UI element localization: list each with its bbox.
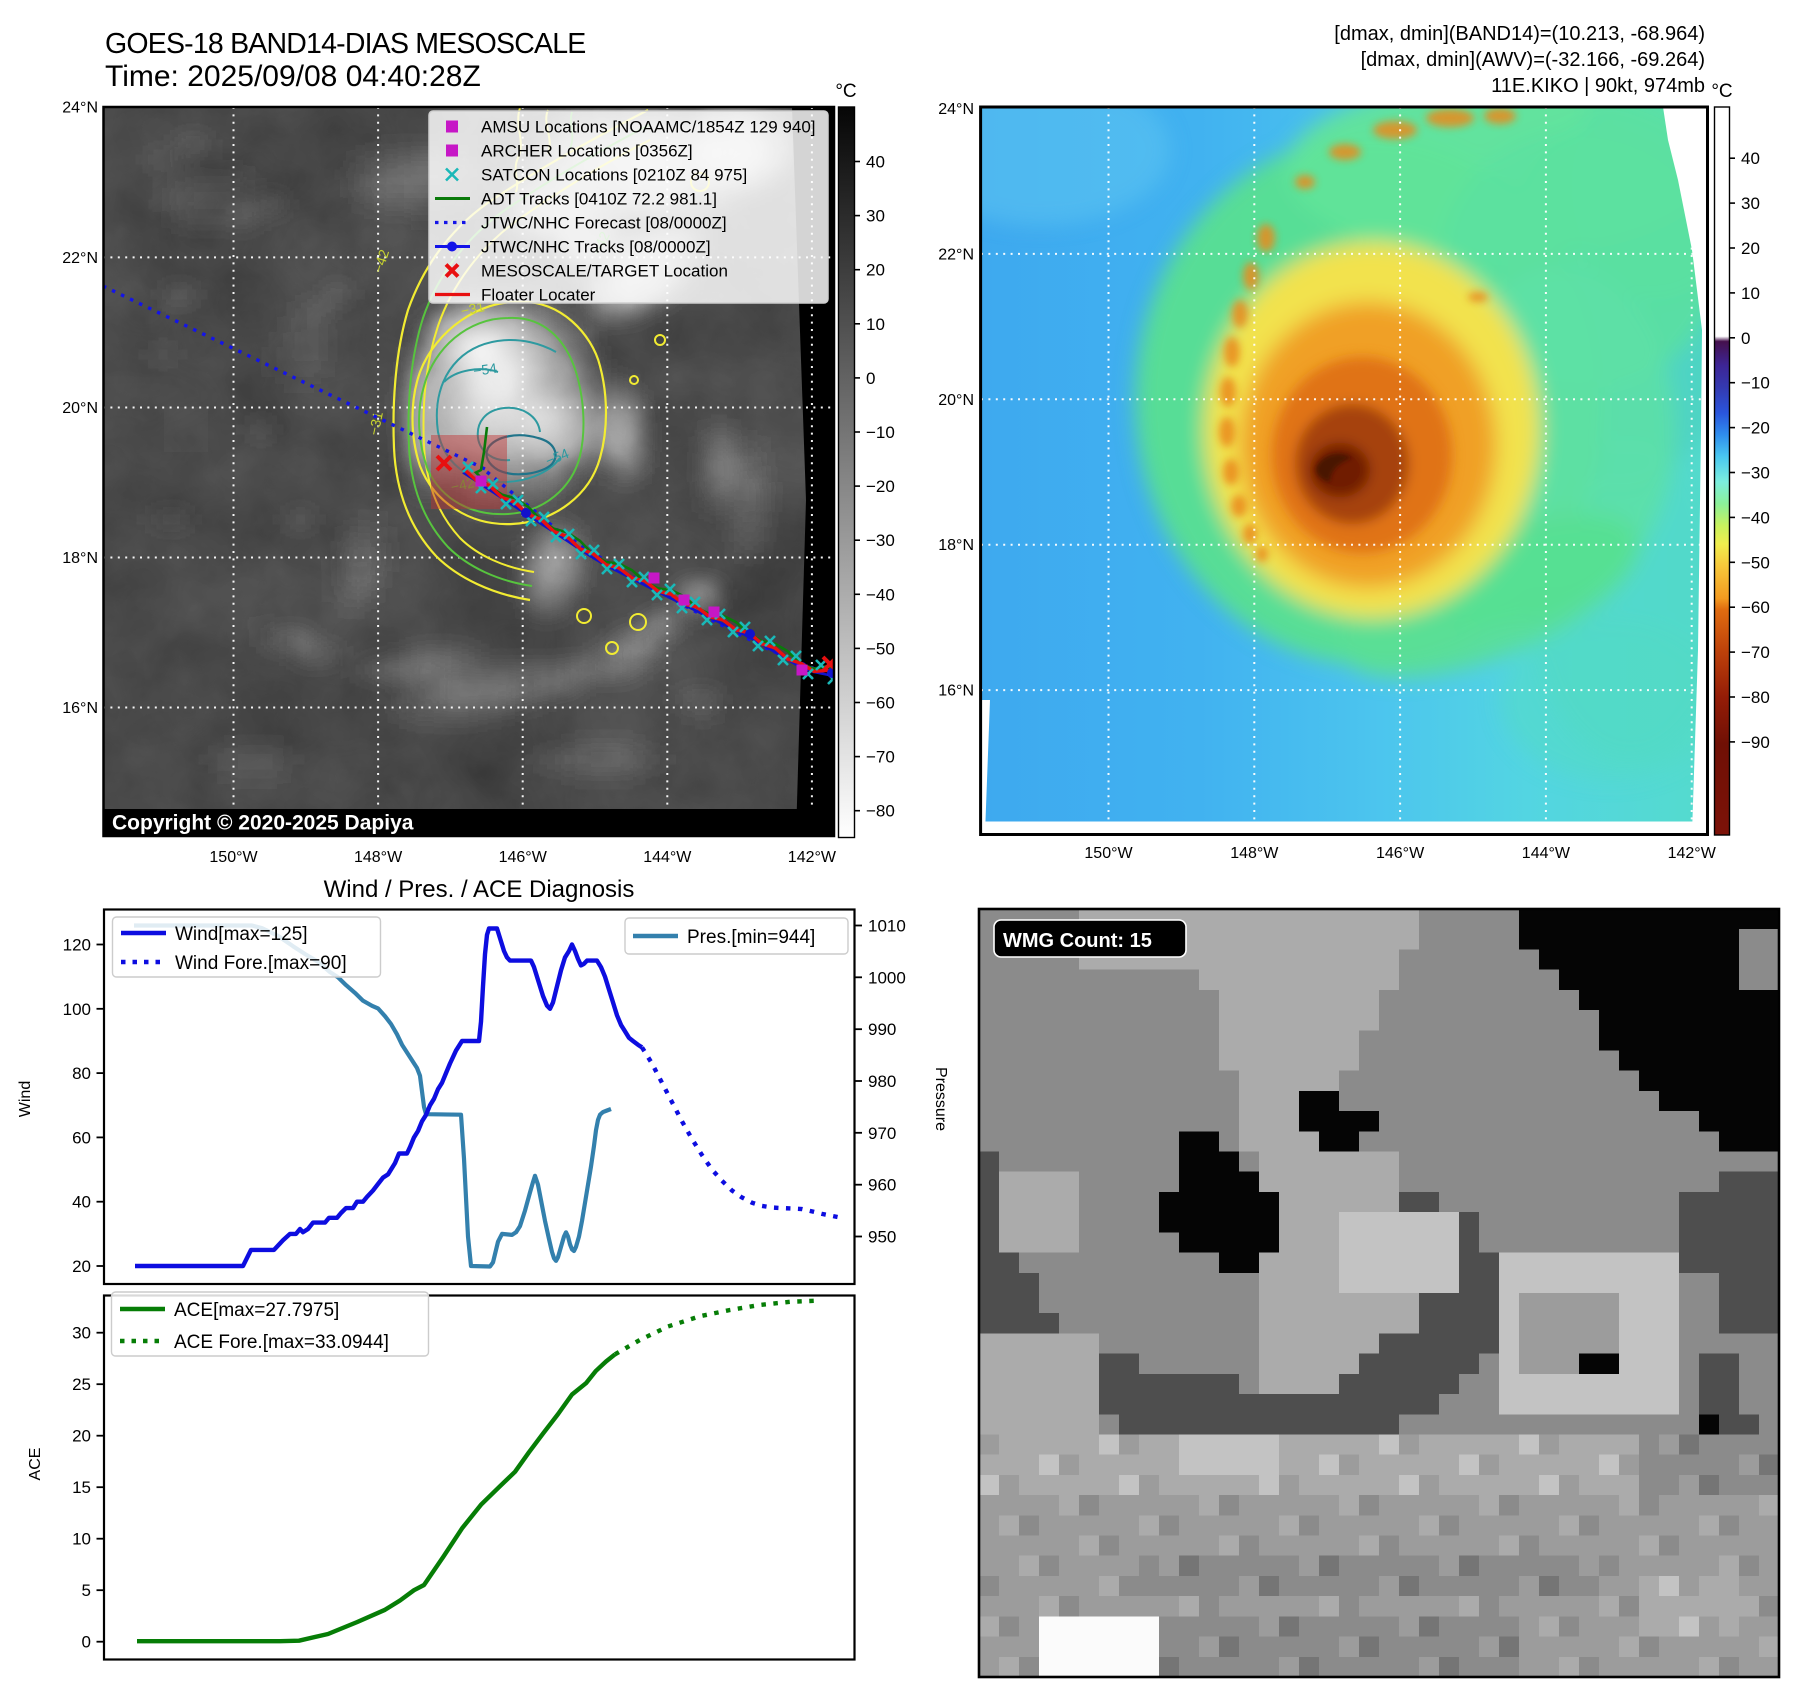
svg-text:60: 60	[72, 1128, 91, 1147]
svg-text:ADT Tracks [0410Z 72.2 981.1]: ADT Tracks [0410Z 72.2 981.1]	[481, 190, 717, 209]
svg-text:−60: −60	[1741, 598, 1770, 617]
svg-text:20: 20	[866, 261, 885, 280]
svg-text:[dmax, dmin](AWV)=(-32.166, -6: [dmax, dmin](AWV)=(-32.166, -69.264)	[1361, 49, 1705, 71]
svg-text:20: 20	[72, 1427, 91, 1446]
svg-text:10: 10	[866, 315, 885, 334]
svg-text:Wind Fore.[max=90]: Wind Fore.[max=90]	[175, 953, 347, 974]
svg-text:Wind[max=125]: Wind[max=125]	[175, 924, 308, 945]
svg-text:1000: 1000	[868, 968, 906, 987]
svg-text:10: 10	[72, 1530, 91, 1549]
svg-text:−30: −30	[866, 531, 895, 550]
svg-text:GOES-18 BAND14-DIAS MESOSCALE: GOES-18 BAND14-DIAS MESOSCALE	[105, 28, 585, 60]
svg-text:18°N: 18°N	[62, 550, 98, 567]
svg-text:°C: °C	[835, 81, 856, 102]
svg-text:80: 80	[72, 1064, 91, 1083]
svg-text:22°N: 22°N	[938, 246, 974, 263]
svg-text:24°N: 24°N	[938, 101, 974, 118]
svg-text:MESOSCALE/TARGET Location: MESOSCALE/TARGET Location	[481, 262, 728, 281]
svg-text:−42: −42	[449, 474, 476, 495]
svg-text:SATCON Locations [0210Z 84 975: SATCON Locations [0210Z 84 975]	[481, 166, 747, 185]
svg-text:30: 30	[1741, 194, 1760, 213]
svg-text:146°W: 146°W	[1376, 845, 1425, 862]
svg-text:ARCHER Locations [0356Z]: ARCHER Locations [0356Z]	[481, 142, 693, 161]
svg-text:10: 10	[1741, 284, 1760, 303]
svg-text:−40: −40	[1741, 508, 1770, 527]
svg-text:16°N: 16°N	[938, 683, 974, 700]
svg-text:16°N: 16°N	[62, 700, 98, 717]
svg-text:148°W: 148°W	[354, 849, 403, 866]
svg-text:°C: °C	[1711, 81, 1732, 102]
svg-text:−10: −10	[1741, 374, 1770, 393]
svg-text:5: 5	[82, 1581, 91, 1600]
svg-text:30: 30	[72, 1324, 91, 1343]
svg-text:−80: −80	[1741, 688, 1770, 707]
svg-text:Pressure: Pressure	[932, 1067, 949, 1131]
svg-text:40: 40	[72, 1193, 91, 1212]
svg-text:11E.KIKO | 90kt, 974mb: 11E.KIKO | 90kt, 974mb	[1491, 75, 1705, 97]
svg-text:Copyright © 2020-2025 Dapiya: Copyright © 2020-2025 Dapiya	[112, 812, 414, 835]
svg-text:20: 20	[1741, 239, 1760, 258]
svg-text:Wind: Wind	[17, 1081, 34, 1117]
svg-text:950: 950	[868, 1228, 896, 1247]
svg-text:−50: −50	[866, 639, 895, 658]
svg-text:0: 0	[82, 1633, 91, 1652]
svg-text:20°N: 20°N	[62, 400, 98, 417]
svg-text:−42: −42	[370, 247, 393, 275]
svg-text:−31: −31	[365, 410, 386, 437]
svg-text:WMG Count: 15: WMG Count: 15	[1003, 930, 1152, 952]
svg-text:−20: −20	[866, 477, 895, 496]
svg-text:JTWC/NHC Forecast [08/0000Z]: JTWC/NHC Forecast [08/0000Z]	[481, 214, 727, 233]
svg-text:ACE[max=27.7975]: ACE[max=27.7975]	[174, 1300, 339, 1321]
svg-text:960: 960	[868, 1176, 896, 1195]
svg-text:30: 30	[866, 207, 885, 226]
svg-text:1010: 1010	[868, 917, 906, 936]
svg-text:Wind / Pres. / ACE Diagnosis: Wind / Pres. / ACE Diagnosis	[324, 876, 635, 903]
svg-text:990: 990	[868, 1020, 896, 1039]
svg-text:−80: −80	[866, 802, 895, 821]
svg-text:142°W: 142°W	[788, 849, 837, 866]
svg-text:ACE: ACE	[27, 1448, 44, 1481]
svg-text:−50: −50	[1741, 553, 1770, 572]
svg-text:Pres.[min=944]: Pres.[min=944]	[687, 927, 815, 948]
svg-text:−90: −90	[1741, 733, 1770, 752]
svg-text:AMSU Locations [NOAAMC/1854Z 1: AMSU Locations [NOAAMC/1854Z 129 940]	[481, 118, 816, 137]
svg-text:148°W: 148°W	[1230, 845, 1279, 862]
svg-text:18°N: 18°N	[938, 537, 974, 554]
svg-text:24°N: 24°N	[62, 100, 98, 117]
svg-text:0: 0	[866, 369, 875, 388]
svg-text:144°W: 144°W	[643, 849, 692, 866]
svg-text:120: 120	[63, 936, 91, 955]
svg-text:[dmax, dmin](BAND14)=(10.213,: [dmax, dmin](BAND14)=(10.213, -68.964)	[1334, 23, 1705, 45]
svg-text:20: 20	[72, 1257, 91, 1276]
svg-text:22°N: 22°N	[62, 250, 98, 267]
svg-text:100: 100	[63, 1000, 91, 1019]
svg-text:JTWC/NHC Tracks [08/0000Z]: JTWC/NHC Tracks [08/0000Z]	[481, 238, 711, 257]
svg-text:−30: −30	[1741, 464, 1770, 483]
svg-text:−70: −70	[866, 748, 895, 767]
svg-text:150°W: 150°W	[1084, 845, 1133, 862]
svg-text:−54: −54	[472, 360, 498, 379]
svg-text:40: 40	[866, 153, 885, 172]
svg-text:ACE Fore.[max=33.0944]: ACE Fore.[max=33.0944]	[174, 1332, 389, 1353]
svg-text:20°N: 20°N	[938, 392, 974, 409]
svg-text:Floater Locater: Floater Locater	[481, 286, 596, 305]
svg-text:0: 0	[1741, 329, 1750, 348]
svg-text:150°W: 150°W	[209, 849, 258, 866]
svg-text:25: 25	[72, 1375, 91, 1394]
svg-text:−70: −70	[1741, 643, 1770, 662]
svg-text:−10: −10	[866, 423, 895, 442]
svg-text:142°W: 142°W	[1668, 845, 1717, 862]
svg-text:−40: −40	[866, 585, 895, 604]
svg-text:−20: −20	[1741, 419, 1770, 438]
svg-text:144°W: 144°W	[1522, 845, 1571, 862]
svg-text:980: 980	[868, 1072, 896, 1091]
svg-text:−60: −60	[866, 694, 895, 713]
svg-text:970: 970	[868, 1124, 896, 1143]
svg-text:Time: 2025/09/08 04:40:28Z: Time: 2025/09/08 04:40:28Z	[105, 60, 481, 93]
svg-text:15: 15	[72, 1478, 91, 1497]
svg-text:146°W: 146°W	[499, 849, 548, 866]
svg-text:40: 40	[1741, 149, 1760, 168]
